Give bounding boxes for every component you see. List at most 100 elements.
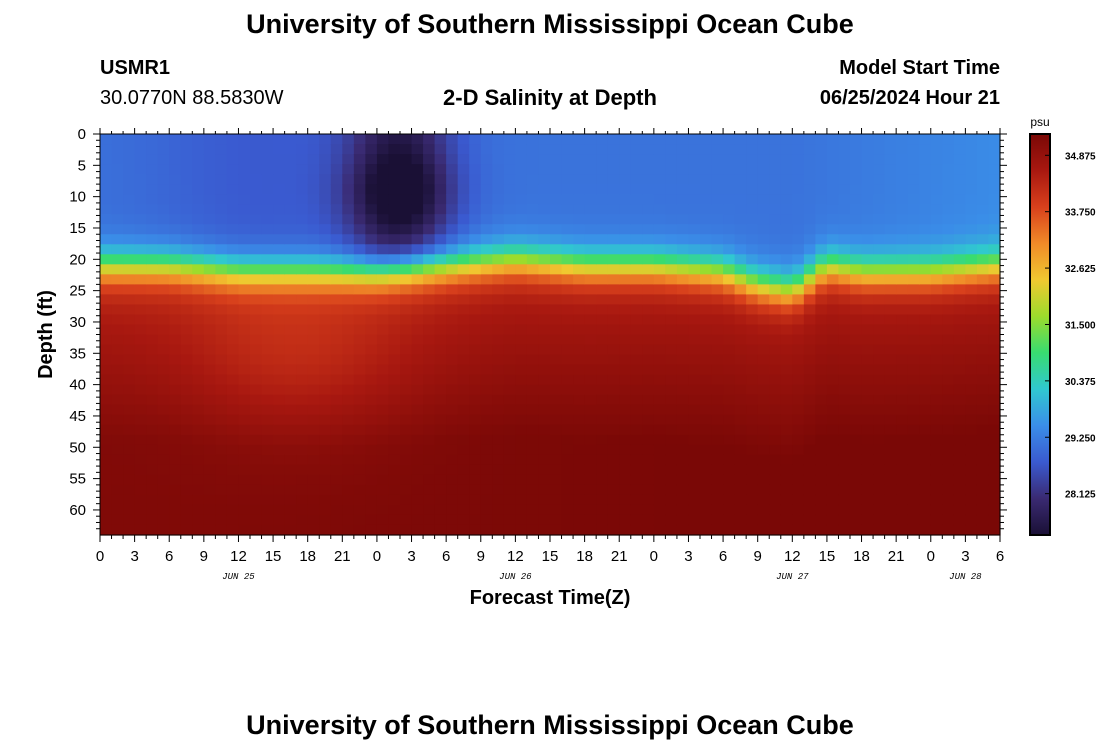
heatmap-cell (492, 314, 505, 326)
heatmap-cell (907, 234, 920, 245)
heatmap-cell (203, 164, 216, 175)
heatmap-cell (584, 184, 597, 195)
heatmap-cell (330, 424, 343, 436)
heatmap-cell (653, 264, 666, 275)
heatmap-cell (400, 334, 413, 346)
heatmap-cell (584, 464, 597, 476)
heatmap-cell (584, 514, 597, 526)
heatmap-cell (457, 424, 470, 436)
heatmap-cell (157, 234, 170, 245)
heatmap-cell (192, 184, 205, 195)
heatmap-cell (526, 434, 540, 446)
heatmap-cell (630, 164, 643, 175)
heatmap-cell (157, 334, 170, 346)
heatmap-cell (330, 234, 343, 245)
heatmap-cell (434, 314, 447, 326)
heatmap-cell (330, 324, 343, 336)
heatmap-cell (965, 334, 978, 346)
y-tick-label: 50 (69, 439, 86, 456)
heatmap-cell (884, 354, 897, 366)
heatmap-cell (169, 454, 182, 466)
heatmap-cell (538, 474, 551, 486)
heatmap-cell (630, 254, 643, 265)
heatmap-cell (676, 434, 690, 446)
heatmap-cell (873, 384, 886, 396)
heatmap-cell (688, 394, 701, 406)
heatmap-cell (988, 384, 1001, 396)
date-label: JUN 25 (222, 572, 255, 582)
x-tick-label: 12 (784, 548, 801, 565)
heatmap-cell (480, 194, 493, 205)
heatmap-cell (907, 524, 920, 536)
heatmap-cell (157, 344, 170, 356)
heatmap-cell (653, 384, 666, 396)
heatmap-cell (203, 144, 216, 155)
heatmap-cell (607, 464, 620, 476)
heatmap-cell (815, 444, 828, 456)
heatmap-cell (976, 144, 990, 155)
heatmap-cell (250, 344, 263, 356)
heatmap-cell (838, 144, 851, 155)
heatmap-cell (988, 254, 1001, 265)
colorbar-tick-label: 32.625 (1065, 264, 1096, 275)
heatmap-cell (134, 234, 147, 245)
heatmap-cell (723, 264, 736, 275)
heatmap-cell (930, 264, 943, 275)
heatmap-cell (526, 444, 540, 456)
heatmap-cell (550, 444, 563, 456)
heatmap-cell (261, 274, 274, 285)
heatmap-cell (630, 294, 643, 306)
heatmap-cell (873, 494, 886, 506)
heatmap-cell (503, 354, 516, 366)
heatmap-cell (192, 244, 205, 255)
heatmap-cell (146, 244, 159, 255)
heatmap-cell (815, 514, 828, 526)
heatmap-cell (307, 484, 320, 496)
heatmap-cell (261, 174, 274, 185)
page-title: University of Southern Mississippi Ocean… (246, 9, 854, 39)
heatmap-cell (596, 264, 609, 275)
heatmap-cell (457, 304, 470, 316)
heatmap-cell (734, 174, 747, 185)
heatmap-cell (873, 364, 886, 376)
heatmap-cell (676, 244, 690, 255)
heatmap-cell (319, 294, 332, 306)
heatmap-cell (100, 484, 113, 496)
heatmap-cell (492, 344, 505, 356)
heatmap-cell (723, 404, 736, 416)
heatmap-cell (619, 414, 632, 426)
heatmap-cell (250, 384, 263, 396)
heatmap-cell (757, 414, 770, 426)
heatmap-cell (676, 514, 690, 526)
heatmap-cell (469, 224, 482, 235)
heatmap-cell (838, 284, 851, 296)
heatmap-cell (630, 524, 643, 536)
heatmap-cell (446, 404, 459, 416)
heatmap-cell (838, 454, 851, 466)
heatmap-cell (307, 334, 320, 346)
heatmap-cell (619, 184, 632, 195)
heatmap-cell (630, 224, 643, 235)
heatmap-cell (850, 174, 863, 185)
heatmap-cell (653, 214, 666, 225)
heatmap-cell (723, 214, 736, 225)
heatmap-cell (434, 524, 447, 536)
heatmap-cell (376, 314, 390, 326)
heatmap-cell (226, 514, 240, 526)
heatmap-cell (123, 204, 136, 215)
heatmap-cell (619, 474, 632, 486)
heatmap-cell (873, 224, 886, 235)
heatmap-cell (100, 284, 113, 296)
heatmap-cell (884, 384, 897, 396)
heatmap-cell (492, 454, 505, 466)
heatmap-cell (100, 204, 113, 215)
heatmap-cell (607, 254, 620, 265)
heatmap-cell (273, 484, 286, 496)
heatmap-cell (596, 484, 609, 496)
heatmap-cell (123, 484, 136, 496)
heatmap-cell (215, 364, 228, 376)
heatmap-cell (803, 254, 816, 265)
heatmap-cell (873, 204, 886, 215)
heatmap-cell (365, 244, 378, 255)
heatmap-cell (215, 474, 228, 486)
